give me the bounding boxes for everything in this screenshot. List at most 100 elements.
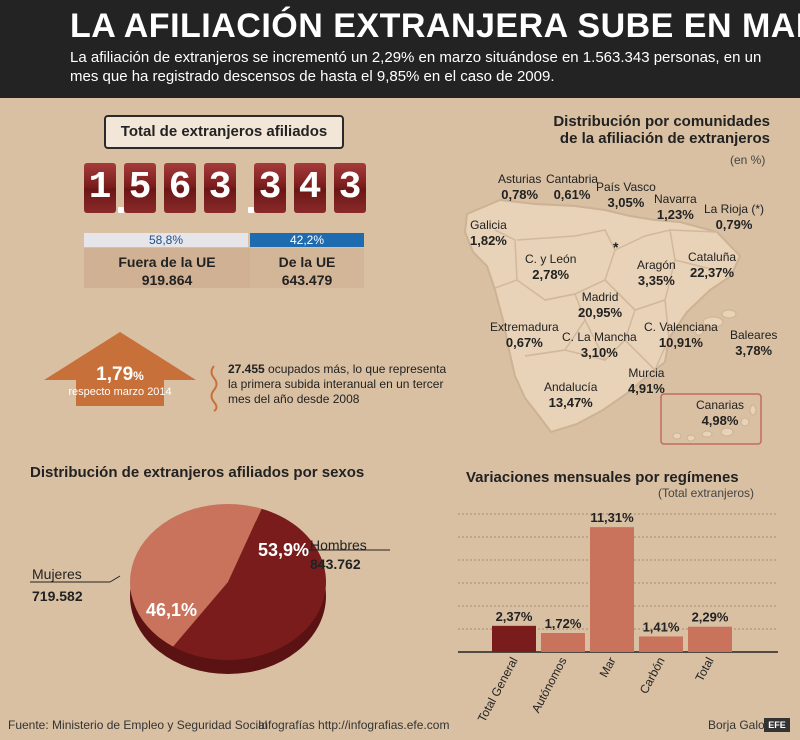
- region-label: Galicia 1,82%: [470, 218, 507, 248]
- region-name: C. La Mancha: [562, 330, 637, 344]
- counter-digit: 3: [254, 163, 286, 213]
- region-label: Asturias 0,78%: [498, 172, 541, 202]
- region-name: Canarias: [696, 398, 745, 412]
- region-value: 2,78%: [532, 267, 570, 282]
- outside-eu-pct: 58,8%: [84, 233, 248, 247]
- region-name: Extremadura: [490, 320, 559, 334]
- outside-eu-value: 919.864: [141, 272, 193, 288]
- eu-value: 643.479: [281, 272, 333, 288]
- region-label: Canarias 4,98%: [696, 398, 744, 428]
- counter-digit: 4: [294, 163, 326, 213]
- region-name: Madrid: [581, 290, 619, 304]
- sexes-title: Distribución de extranjeros afiliados po…: [30, 464, 365, 481]
- region-value: 3,10%: [580, 345, 618, 360]
- page-title: LA AFILIACIÓN EXTRANJERA SUBE EN MARZO: [70, 7, 800, 45]
- women-pct: 46,1%: [146, 600, 198, 620]
- category-label: Total General: [475, 655, 521, 720]
- region-value: 4,98%: [701, 413, 739, 428]
- region-label: Andalucía 13,47%: [544, 380, 597, 410]
- counter-digit: 6: [164, 163, 196, 213]
- bar-value-label: 1,41%: [643, 619, 680, 634]
- region-name: C. Valenciana: [644, 320, 718, 334]
- arrow-text: 1,79% respecto marzo 2014: [60, 364, 180, 398]
- counter-digit: 3: [334, 163, 366, 213]
- map-unit: (en %): [730, 153, 766, 167]
- eu-label: De la UE: [278, 254, 336, 270]
- region-label: Cataluña 22,37%: [688, 250, 736, 280]
- note-body: ocupados más, lo que representa la prime…: [228, 362, 447, 406]
- pie-slice-men: [173, 508, 327, 660]
- chart-subtitle: (Total extranjeros): [658, 486, 755, 500]
- region-value: 4,91%: [628, 381, 665, 396]
- bar: [688, 626, 732, 652]
- region-label: Cantabria 0,61%: [546, 172, 598, 202]
- arrow-unit: %: [133, 369, 144, 383]
- bar-value-label: 2,37%: [496, 609, 533, 624]
- map-title-line2: de la afiliación de extranjeros: [559, 130, 770, 147]
- category-label: Carbón: [637, 655, 668, 696]
- outside-eu-card: Fuera de la UE 919.864: [84, 248, 250, 288]
- total-title: Total de extranjeros afiliados: [104, 115, 344, 149]
- men-label: Hombres: [310, 537, 367, 553]
- category-label: Total: [692, 655, 716, 684]
- region-name: C. y León: [525, 252, 577, 266]
- region-name: La Rioja (*): [704, 202, 765, 216]
- region-value: 0,61%: [553, 187, 591, 202]
- bar-value-label: 11,31%: [590, 510, 634, 525]
- counter-digit: 1: [84, 163, 116, 213]
- spain-map: *: [463, 198, 762, 445]
- footer-site[interactable]: Infografías http://infografias.efe.com: [258, 718, 450, 732]
- bar: [590, 527, 634, 652]
- bar-value-label: 2,29%: [692, 610, 729, 625]
- bar: [492, 625, 536, 652]
- pie-slice-women: [130, 504, 262, 647]
- region-label: Murcia 4,91%: [628, 366, 665, 396]
- region-value: 22,37%: [689, 265, 735, 280]
- region-label: C. Valenciana 10,91%: [644, 320, 718, 350]
- footer-author: Borja Galo: [708, 718, 765, 732]
- pie-leaders: [30, 549, 390, 583]
- region-value: 1,82%: [470, 233, 507, 248]
- men-leader-tick: [301, 549, 311, 555]
- arrow-label: respecto marzo 2014: [68, 386, 172, 398]
- canarias-box: [660, 393, 762, 445]
- region-name: Asturias: [498, 172, 542, 186]
- region-label: Aragón 3,35%: [637, 258, 676, 288]
- region-label: Baleares 3,78%: [730, 328, 777, 358]
- region-name: Baleares: [730, 328, 778, 342]
- region-value: 3,05%: [607, 195, 645, 210]
- arrow-value: 1,79: [96, 364, 134, 385]
- counter-digit: 3: [204, 163, 236, 213]
- outside-eu-label: Fuera de la UE: [118, 254, 216, 270]
- region-name: Cataluña: [688, 250, 737, 264]
- page-subtitle: La afiliación de extranjeros se incremen…: [70, 49, 762, 85]
- region-value: 1,23%: [656, 207, 694, 222]
- women-value: 719.582: [32, 588, 83, 604]
- region-value: 3,78%: [735, 343, 773, 358]
- eu-card: De la UE 643.479: [250, 248, 364, 288]
- bar-value-label: 1,72%: [545, 616, 582, 631]
- region-label: C. La Mancha 3,10%: [562, 330, 637, 360]
- men-value: 843.762: [310, 556, 361, 572]
- efe-logo: EFE: [764, 718, 790, 732]
- chart-title: Variaciones mensuales por regímenes: [466, 469, 739, 486]
- up-arrow-icon: [44, 332, 196, 406]
- region-label: Madrid 20,95%: [578, 290, 622, 320]
- region-name: Galicia: [470, 218, 507, 232]
- women-leader-tick: [109, 575, 121, 583]
- region-value: 10,91%: [658, 335, 703, 350]
- bar: [541, 633, 585, 652]
- thousands-separator: [118, 207, 124, 213]
- bar: [639, 636, 683, 652]
- region-name: Aragón: [637, 258, 676, 272]
- region-value: 0,67%: [505, 335, 543, 350]
- region-label: Navarra 1,23%: [654, 192, 697, 222]
- note-bold: 27.455: [228, 362, 265, 376]
- bar-chart: 2,37% Total General 1,72% Autónomos 11,31% Ma…: [458, 510, 778, 720]
- region-value: 0,79%: [715, 217, 753, 232]
- asterisk-mark: *: [613, 239, 619, 255]
- region-value: 0,78%: [501, 187, 539, 202]
- category-label: Mar: [597, 655, 619, 680]
- region-value: 3,35%: [637, 273, 675, 288]
